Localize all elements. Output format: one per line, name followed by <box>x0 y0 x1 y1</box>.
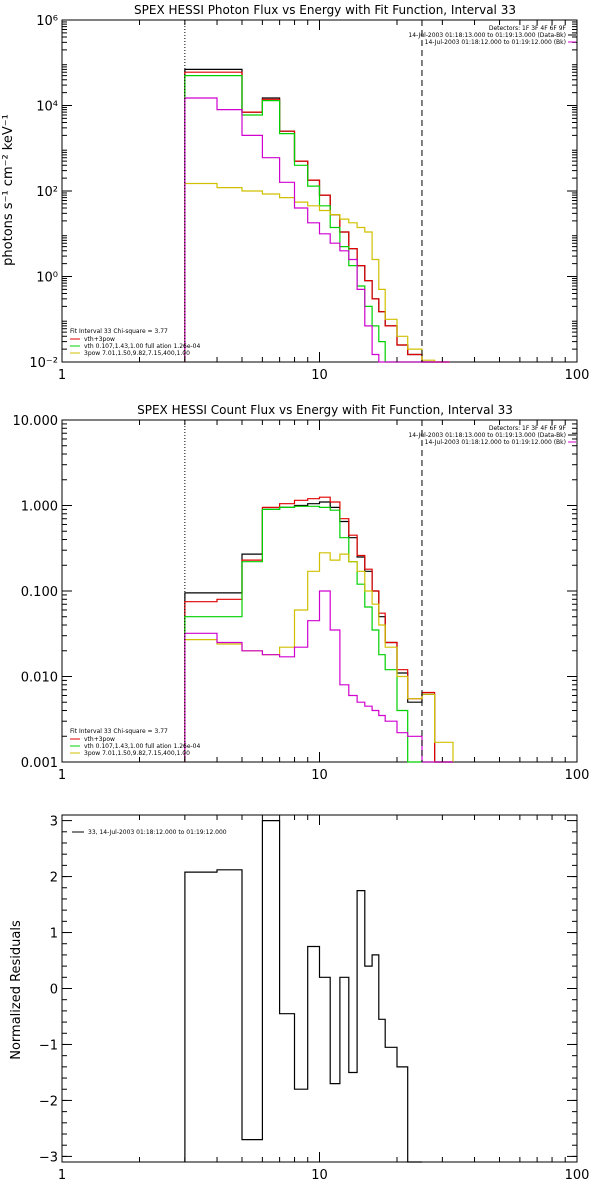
photon-y-tick-label: 10⁶ <box>36 14 58 29</box>
count-y-tick-label: 0.010 <box>21 671 58 686</box>
count-legend-total: vth+3pow <box>84 736 115 743</box>
photon-series-1-line <box>184 71 450 363</box>
count-y-tick-label: 0.001 <box>21 756 58 771</box>
residuals-x-tick-label: 100 <box>565 1168 590 1183</box>
count-flux-panel: SPEX HESSI Count Flux vs Energy with Fit… <box>13 403 590 783</box>
photon-x-tick-label: 1 <box>58 368 66 383</box>
photon-y-tick-label: 10² <box>36 185 58 200</box>
residuals-series-0-line <box>184 820 422 1163</box>
count-y-tick-label: 1.000 <box>21 500 58 515</box>
residuals-legend-label: 33, 14-Jul-2003 01:18:12.000 to 01:19:12… <box>88 829 227 836</box>
count-legend: Fit Interval 33 Chi-square = 3.77 vth+3p… <box>70 728 200 757</box>
count-series-group <box>184 496 454 763</box>
photon-y-tick-label: 10⁴ <box>36 100 58 115</box>
residuals-y-tick-label: 2 <box>50 871 58 886</box>
photon-header-bk-interval: 14-Jul-2003 01:18:12.000 to 01:19:12.000… <box>425 39 566 46</box>
photon-y-tick-label: 10⁻² <box>29 356 58 371</box>
residuals-x-tick-label: 10 <box>311 1168 328 1183</box>
photon-legend-fit: Fit Interval 33 Chi-square = 3.77 <box>70 328 168 335</box>
residuals-panel: Normalized Residuals 1 10 100 −3 −2 −1 0 1 2 3 33… <box>9 814 590 1183</box>
photon-x-tick-label: 10 <box>311 368 328 383</box>
count-header-data-interval: 14-Jul-2003 01:18:13.000 to 01:19:13.000… <box>408 432 566 439</box>
photon-series-4-line <box>184 97 450 363</box>
photon-legend-thermal: vth 0.107,1.43,1.00 full ation 1.26e-04 <box>84 343 200 350</box>
residuals-y-tick-label: −3 <box>39 1150 58 1165</box>
photon-series-2-line <box>184 75 450 363</box>
photon-series-3-line <box>184 182 450 363</box>
photon-y-tick-label: 10⁰ <box>36 271 58 286</box>
count-legend-powerlaw: 3pow 7.01,1.50,9.82,7.15,400,1.00 <box>84 750 190 757</box>
count-x-tick-label: 100 <box>565 768 590 783</box>
count-header: Detectors: 1F 3F 4F 6F 9F 14-Jul-2003 01… <box>408 425 576 446</box>
photon-header: Detectors: 1F 3F 4F 6F 9F 14-Jul-2003 01… <box>408 25 576 46</box>
residuals-y-tick-label: −1 <box>39 1038 58 1053</box>
count-legend-fit: Fit Interval 33 Chi-square = 3.77 <box>70 728 168 735</box>
residuals-y-tick-label: 0 <box>50 983 58 998</box>
count-x-tick-label: 1 <box>58 768 66 783</box>
count-legend-thermal: vth 0.107,1.43,1.00 full ation 1.26e-04 <box>84 743 200 750</box>
count-y-tick-label: 10.000 <box>13 414 59 429</box>
photon-flux-panel: SPEX HESSI Photon Flux vs Energy with Fi… <box>1 3 589 383</box>
count-header-bk-interval: 14-Jul-2003 01:18:12.000 to 01:19:12.000… <box>425 439 566 446</box>
count-series-4-line <box>184 590 453 763</box>
count-chart-title: SPEX HESSI Count Flux vs Energy with Fit… <box>137 403 513 417</box>
photon-x-tick-label: 100 <box>565 368 590 383</box>
photon-y-axis-label: photons s⁻¹ cm⁻² keV⁻¹ <box>1 114 16 266</box>
residuals-y-tick-label: 1 <box>50 927 58 942</box>
photon-header-data-interval: 14-Jul-2003 01:18:13.000 to 01:19:13.000… <box>408 32 566 39</box>
photon-chart-title: SPEX HESSI Photon Flux vs Energy with Fi… <box>134 3 516 17</box>
count-x-tick-label: 10 <box>311 768 328 783</box>
residuals-series-group <box>184 820 422 1163</box>
photon-legend-total: vth+3pow <box>84 336 115 343</box>
residuals-legend: 33, 14-Jul-2003 01:18:12.000 to 01:19:12… <box>72 829 227 836</box>
count-y-tick-label: 0.100 <box>21 585 58 600</box>
count-header-detectors: Detectors: 1F 3F 4F 6F 9F <box>489 425 567 432</box>
photon-legend: Fit Interval 33 Chi-square = 3.77 vth+3p… <box>70 328 200 357</box>
photon-header-detectors: Detectors: 1F 3F 4F 6F 9F <box>489 25 567 32</box>
residuals-y-axis-label: Normalized Residuals <box>9 920 24 1060</box>
residuals-y-tick-label: −2 <box>39 1094 58 1109</box>
photon-legend-powerlaw: 3pow 7.01,1.50,9.82,7.15,400,1.00 <box>84 350 190 357</box>
residuals-x-tick-label: 1 <box>58 1168 66 1183</box>
photon-series-group <box>184 68 450 363</box>
residuals-y-tick-label: 3 <box>50 815 58 830</box>
